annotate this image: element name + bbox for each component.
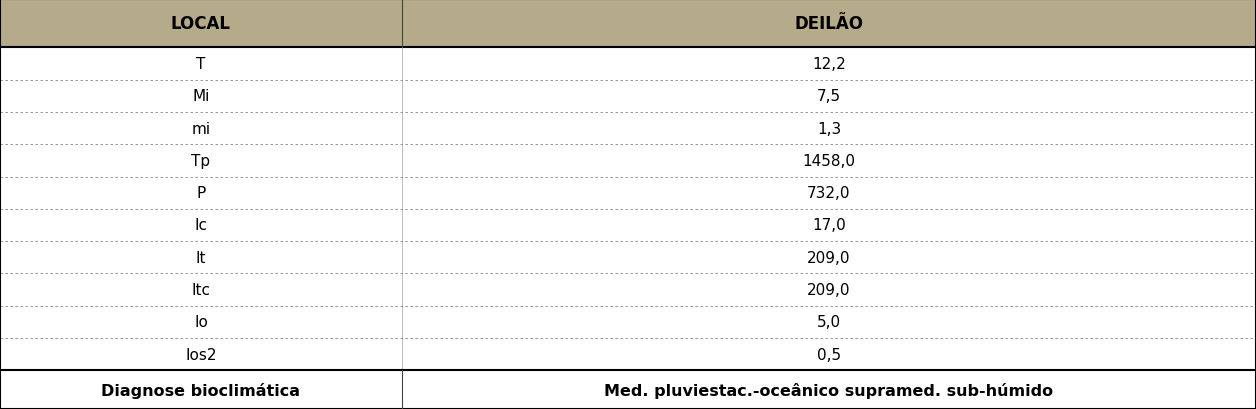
Text: It: It (196, 250, 206, 265)
Bar (0, 177, 402, 209)
Text: Mi: Mi (192, 89, 210, 104)
Bar (402, 306, 1256, 338)
Bar (402, 145, 1256, 177)
Text: 209,0: 209,0 (808, 250, 850, 265)
Bar (402, 177, 1256, 209)
Bar (0, 371, 402, 409)
Bar (0, 81, 402, 113)
Bar (0, 242, 402, 274)
Bar (402, 48, 1256, 81)
Text: LOCAL: LOCAL (171, 15, 231, 33)
Bar (402, 0, 1256, 48)
Bar (402, 371, 1256, 409)
Text: Med. pluviestac.-oceânico supramed. sub-húmido: Med. pluviestac.-oceânico supramed. sub-… (604, 382, 1054, 398)
Text: Diagnose bioclimática: Diagnose bioclimática (102, 382, 300, 398)
Text: 0,5: 0,5 (816, 347, 842, 362)
Text: mi: mi (191, 121, 211, 136)
Text: 7,5: 7,5 (816, 89, 842, 104)
Text: DEILÃO: DEILÃO (795, 15, 863, 33)
Text: Itc: Itc (191, 282, 211, 297)
Bar (0, 145, 402, 177)
Bar (0, 209, 402, 242)
Text: 732,0: 732,0 (808, 186, 850, 201)
Text: 17,0: 17,0 (813, 218, 845, 233)
Text: P: P (196, 186, 206, 201)
Bar (0, 338, 402, 371)
Bar (402, 274, 1256, 306)
Text: 1,3: 1,3 (816, 121, 842, 136)
Bar (402, 209, 1256, 242)
Bar (0, 48, 402, 81)
Bar (0, 0, 402, 48)
Text: Ic: Ic (195, 218, 207, 233)
Text: 209,0: 209,0 (808, 282, 850, 297)
Text: 12,2: 12,2 (813, 57, 845, 72)
Bar (0, 274, 402, 306)
Bar (402, 113, 1256, 145)
Text: Ios2: Ios2 (185, 347, 217, 362)
Bar (0, 113, 402, 145)
Text: Tp: Tp (191, 153, 211, 169)
Bar (402, 81, 1256, 113)
Bar (0, 306, 402, 338)
Bar (402, 338, 1256, 371)
Text: T: T (196, 57, 206, 72)
Text: Io: Io (193, 315, 208, 330)
Text: 1458,0: 1458,0 (803, 153, 855, 169)
Text: 5,0: 5,0 (816, 315, 842, 330)
Bar (402, 242, 1256, 274)
